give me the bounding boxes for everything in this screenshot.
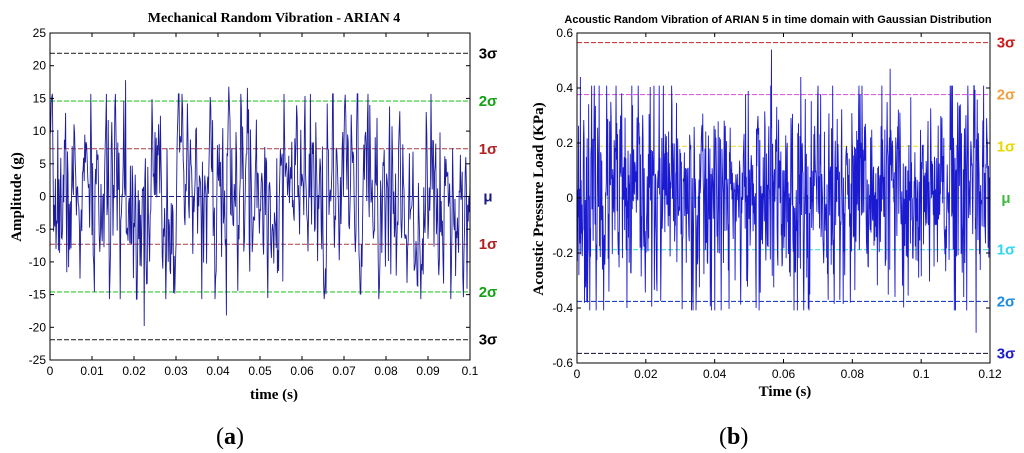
chart-b-x-tick-label: 0.1 [913, 367, 930, 381]
chart-a-sigma-label: μ [483, 189, 492, 206]
chart-a-y-tick-label: 25 [33, 26, 47, 40]
chart-a-sigma-label: 3σ [479, 332, 498, 349]
chart-a-sigma-label: 2σ [479, 93, 498, 110]
chart-a-y-tick-label: 0 [39, 190, 46, 204]
chart-b-ylabel: Acoustic Pressure Load (KPa) [531, 102, 547, 295]
panel-a: Mechanical Random Vibration - ARIAN 4 Am… [9, 11, 497, 450]
chart-a-x-tick-label: 0.03 [164, 364, 188, 378]
chart-a-x-tick-label: 0.02 [122, 364, 146, 378]
chart-b-xlabel: Time (s) [759, 384, 812, 400]
chart-a-y-tick-label: 5 [39, 157, 46, 171]
chart-a-y-tick-label: -25 [29, 353, 47, 367]
chart-a-sigma-label: 2σ [479, 284, 498, 301]
chart-b-sigma-label: 2σ [997, 293, 1016, 310]
chart-a-signal-line [49, 80, 471, 326]
chart-a-sigma-label: 3σ [479, 45, 498, 62]
panel-b: Acoustic Random Vibration of ARIAN 5 in … [531, 14, 1015, 450]
chart-a-title: Mechanical Random Vibration - ARIAN 4 [148, 11, 400, 26]
chart-a-x-tick-label: 0.07 [332, 364, 356, 378]
chart-a-x-tick-label: 0.06 [290, 364, 314, 378]
chart-a-panel-label: (a) [216, 424, 244, 450]
chart-b-x-tick-label: 0 [574, 367, 581, 381]
chart-b-signal-line [576, 49, 991, 333]
chart-b-y-tick-label: 0.6 [556, 26, 573, 40]
chart-a-y-tick-label: 15 [33, 91, 47, 105]
chart-b-y-tick-label: 0.4 [556, 81, 573, 95]
chart-b-panel-label: (b) [719, 424, 748, 450]
chart-b-sigma-label: 1σ [997, 242, 1016, 259]
chart-b-y-tick-label: 0 [566, 191, 573, 205]
chart-a-x-tick-label: 0.1 [462, 364, 479, 378]
chart-a-xlabel: time (s) [250, 387, 298, 403]
chart-b-y-tick-label: 0.2 [556, 136, 573, 150]
chart-b-sigma-label: 3σ [997, 345, 1016, 362]
chart-b-x-tick-label: 0.04 [703, 367, 727, 381]
chart-a-x-tick-label: 0.01 [80, 364, 104, 378]
chart-b-sigma-label: μ [1001, 190, 1010, 207]
chart-a-x-tick-label: 0.04 [206, 364, 230, 378]
chart-a-x-tick-label: 0.05 [248, 364, 272, 378]
chart-a-x-tick-label: 0.08 [374, 364, 398, 378]
chart-b-y-tick-label: -0.6 [552, 356, 573, 370]
chart-b-title: Acoustic Random Vibration of ARIAN 5 in … [564, 14, 991, 26]
chart-b-x-tick-label: 0.02 [634, 367, 658, 381]
chart-b-sigma-label: 3σ [997, 35, 1016, 52]
chart-b-x-tick-label: 0.06 [772, 367, 796, 381]
chart-a-y-tick-label: -15 [29, 288, 47, 302]
chart-a-y-tick-label: -20 [29, 320, 47, 334]
chart-a-y-tick-label: 20 [33, 59, 47, 73]
chart-a-sigma-label: 1σ [479, 236, 498, 253]
chart-b-y-tick-label: -0.4 [552, 301, 573, 315]
chart-a-ylabel: Amplitude (g) [9, 152, 25, 242]
chart-b-x-tick-label: 0.08 [841, 367, 865, 381]
chart-a-y-tick-label: -10 [29, 255, 47, 269]
chart-b-sigma-label: 2σ [997, 87, 1016, 104]
chart-b-x-tick-label: 0.12 [978, 367, 1002, 381]
chart-b-sigma-label: 1σ [997, 138, 1016, 155]
chart-a-y-tick-label: 10 [33, 124, 47, 138]
chart-a-x-tick-label: 0.09 [416, 364, 440, 378]
chart-a-sigma-label: 1σ [479, 141, 498, 158]
chart-a-y-tick-label: -5 [35, 222, 46, 236]
chart-a-x-tick-label: 0 [47, 364, 54, 378]
chart-b-y-tick-label: -0.2 [552, 246, 573, 260]
